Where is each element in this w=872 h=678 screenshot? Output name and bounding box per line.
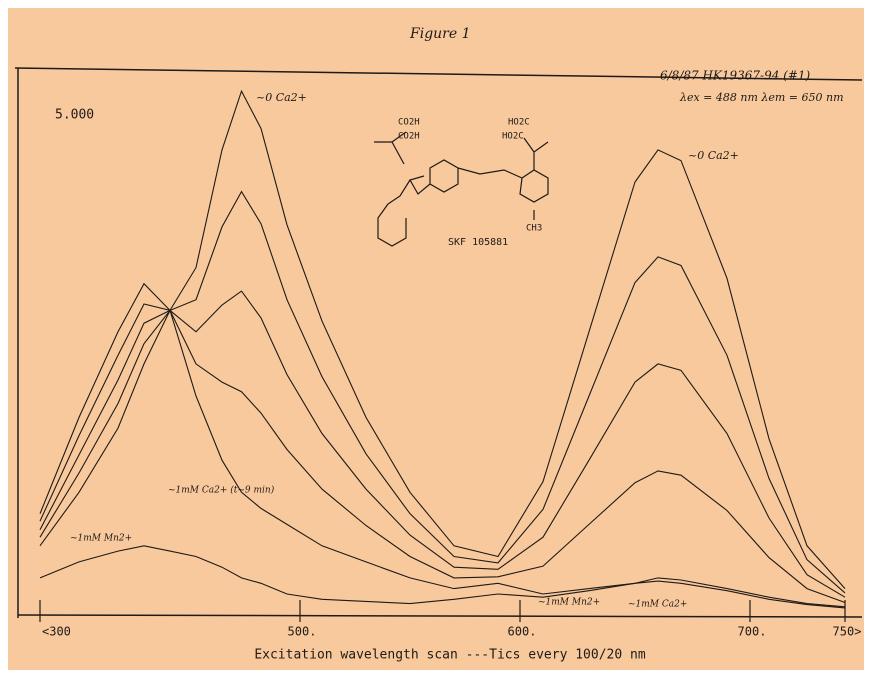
structure — [374, 131, 549, 247]
annotation: CH3 — [526, 224, 542, 234]
x-axis — [17, 614, 863, 618]
annotation: ~1mM Ca2+ (t~9 min) — [168, 485, 275, 496]
annotation: SKF 105881 — [448, 237, 508, 248]
annotation: HO2C — [508, 118, 530, 128]
frame-top — [14, 67, 863, 81]
annotation: ~0 Ca2+ — [688, 149, 739, 162]
x-tick-label: 750> — [833, 625, 862, 639]
annotation: ~1mM Mn2+ — [538, 598, 600, 608]
annotation: 5.000 — [55, 108, 94, 123]
conditions: λex = 488 nm λem = 650 nm — [679, 91, 844, 104]
annotation: ~0 Ca2+ — [256, 91, 307, 104]
annotation: CO2H — [398, 118, 420, 128]
x-tick-label: 600. — [508, 625, 537, 639]
x-tick-label: 700. — [738, 625, 767, 639]
spectrum-line — [39, 282, 846, 608]
annotation: HO2C — [502, 132, 524, 142]
spectrum-line — [39, 303, 846, 604]
subtitle: 6/8/87 HK19367-94 (#1) — [660, 69, 811, 83]
spectrum-line — [39, 545, 846, 609]
x-tick-label: 500. — [288, 625, 317, 639]
spectrum-line — [39, 89, 846, 589]
annotation: CO2H — [398, 132, 420, 142]
annotation: ~1mM Mn2+ — [70, 534, 132, 544]
paper — [8, 8, 864, 670]
x-tick-label: <300 — [42, 625, 71, 639]
chart-title: Figure 1 — [409, 26, 471, 42]
spectrum-line — [39, 190, 846, 594]
x-axis-label: Excitation wavelength scan ---Tics every… — [254, 648, 646, 663]
spectrum-line — [39, 290, 846, 598]
annotation: ~1mM Ca2+ — [628, 600, 687, 610]
